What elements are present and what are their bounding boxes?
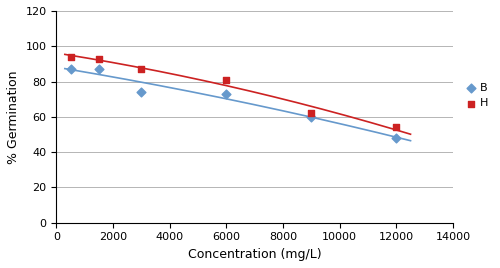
Legend: B, H: B, H bbox=[462, 79, 493, 113]
B bbox=[222, 92, 230, 96]
H bbox=[308, 111, 316, 116]
H bbox=[66, 55, 74, 59]
H bbox=[95, 57, 103, 61]
B bbox=[95, 67, 103, 71]
H bbox=[138, 67, 145, 71]
X-axis label: Concentration (mg/L): Concentration (mg/L) bbox=[188, 248, 322, 261]
Y-axis label: % Germination: % Germination bbox=[7, 70, 20, 163]
B bbox=[66, 67, 74, 71]
H bbox=[392, 125, 400, 130]
B bbox=[138, 90, 145, 94]
H bbox=[222, 78, 230, 82]
B bbox=[392, 136, 400, 140]
B bbox=[308, 115, 316, 119]
